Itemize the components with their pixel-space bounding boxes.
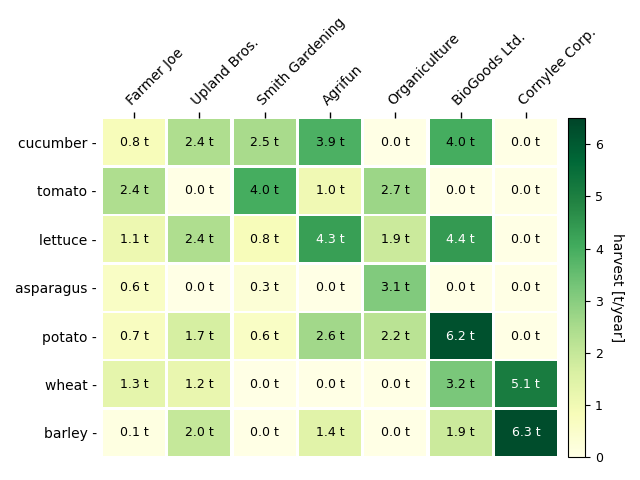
Text: 2.2 t: 2.2 t: [381, 329, 410, 343]
Text: 4.3 t: 4.3 t: [316, 233, 344, 246]
Bar: [495, 264, 557, 311]
Text: 1.9 t: 1.9 t: [446, 426, 475, 439]
Bar: [364, 216, 426, 262]
Bar: [234, 264, 296, 311]
Bar: [364, 313, 426, 359]
Bar: [495, 361, 557, 408]
Bar: [299, 120, 361, 166]
Bar: [299, 264, 361, 311]
Text: 0.0 t: 0.0 t: [316, 281, 344, 294]
Text: 1.1 t: 1.1 t: [120, 233, 148, 246]
Text: 2.7 t: 2.7 t: [381, 184, 410, 197]
Text: 2.4 t: 2.4 t: [185, 233, 214, 246]
Bar: [429, 313, 492, 359]
Bar: [495, 313, 557, 359]
Text: 1.7 t: 1.7 t: [185, 329, 214, 343]
Text: 0.0 t: 0.0 t: [511, 233, 540, 246]
Text: 0.0 t: 0.0 t: [185, 184, 214, 197]
Text: 1.3 t: 1.3 t: [120, 378, 148, 391]
Bar: [103, 313, 165, 359]
Bar: [429, 264, 492, 311]
Text: 0.0 t: 0.0 t: [185, 281, 214, 294]
Bar: [168, 120, 230, 166]
Text: 3.1 t: 3.1 t: [381, 281, 410, 294]
Y-axis label: harvest [t/year]: harvest [t/year]: [610, 233, 624, 342]
Text: 5.1 t: 5.1 t: [511, 378, 540, 391]
Text: 0.0 t: 0.0 t: [511, 184, 540, 197]
Text: 2.6 t: 2.6 t: [316, 329, 344, 343]
Text: 6.3 t: 6.3 t: [511, 426, 540, 439]
Text: 3.2 t: 3.2 t: [446, 378, 475, 391]
Bar: [364, 168, 426, 214]
Text: 1.2 t: 1.2 t: [185, 378, 214, 391]
Bar: [364, 264, 426, 311]
Bar: [234, 410, 296, 456]
Text: 1.9 t: 1.9 t: [381, 233, 410, 246]
Text: 1.4 t: 1.4 t: [316, 426, 344, 439]
Text: 3.9 t: 3.9 t: [316, 136, 344, 149]
Text: 2.0 t: 2.0 t: [185, 426, 214, 439]
Text: 2.4 t: 2.4 t: [120, 184, 148, 197]
Text: 0.3 t: 0.3 t: [250, 281, 279, 294]
Bar: [103, 361, 165, 408]
Bar: [495, 168, 557, 214]
Text: 4.0 t: 4.0 t: [250, 184, 279, 197]
Bar: [168, 264, 230, 311]
Text: 0.0 t: 0.0 t: [381, 378, 410, 391]
Text: 0.0 t: 0.0 t: [511, 281, 540, 294]
Bar: [299, 410, 361, 456]
Bar: [364, 410, 426, 456]
Text: 2.5 t: 2.5 t: [250, 136, 279, 149]
Bar: [299, 361, 361, 408]
Bar: [234, 216, 296, 262]
Bar: [103, 120, 165, 166]
Bar: [168, 313, 230, 359]
Bar: [168, 168, 230, 214]
Text: 1.0 t: 1.0 t: [316, 184, 344, 197]
Text: 0.0 t: 0.0 t: [381, 136, 410, 149]
Bar: [103, 410, 165, 456]
Bar: [299, 313, 361, 359]
Text: 0.0 t: 0.0 t: [446, 184, 475, 197]
Text: 4.0 t: 4.0 t: [446, 136, 475, 149]
Text: 0.1 t: 0.1 t: [120, 426, 148, 439]
Bar: [299, 216, 361, 262]
Bar: [103, 216, 165, 262]
Text: 0.0 t: 0.0 t: [446, 281, 475, 294]
Bar: [299, 168, 361, 214]
Bar: [103, 264, 165, 311]
Text: 0.6 t: 0.6 t: [250, 329, 279, 343]
Text: 0.8 t: 0.8 t: [120, 136, 148, 149]
Text: 0.0 t: 0.0 t: [511, 136, 540, 149]
Text: 0.0 t: 0.0 t: [511, 329, 540, 343]
Bar: [429, 410, 492, 456]
Text: 0.6 t: 0.6 t: [120, 281, 148, 294]
Text: 6.2 t: 6.2 t: [446, 329, 475, 343]
Bar: [168, 361, 230, 408]
Bar: [364, 361, 426, 408]
Text: 0.0 t: 0.0 t: [316, 378, 344, 391]
Text: 0.0 t: 0.0 t: [381, 426, 410, 439]
Bar: [168, 410, 230, 456]
Bar: [234, 168, 296, 214]
Bar: [429, 168, 492, 214]
Bar: [234, 313, 296, 359]
Text: 0.7 t: 0.7 t: [120, 329, 148, 343]
Bar: [103, 168, 165, 214]
Text: 0.8 t: 0.8 t: [250, 233, 279, 246]
Bar: [495, 410, 557, 456]
Bar: [234, 361, 296, 408]
Text: 0.0 t: 0.0 t: [250, 426, 279, 439]
Bar: [234, 120, 296, 166]
Bar: [495, 216, 557, 262]
Text: 4.4 t: 4.4 t: [446, 233, 475, 246]
Bar: [168, 216, 230, 262]
Text: 0.0 t: 0.0 t: [250, 378, 279, 391]
Bar: [429, 361, 492, 408]
Bar: [364, 120, 426, 166]
Bar: [495, 120, 557, 166]
Bar: [429, 120, 492, 166]
Text: 2.4 t: 2.4 t: [185, 136, 214, 149]
Bar: [429, 216, 492, 262]
